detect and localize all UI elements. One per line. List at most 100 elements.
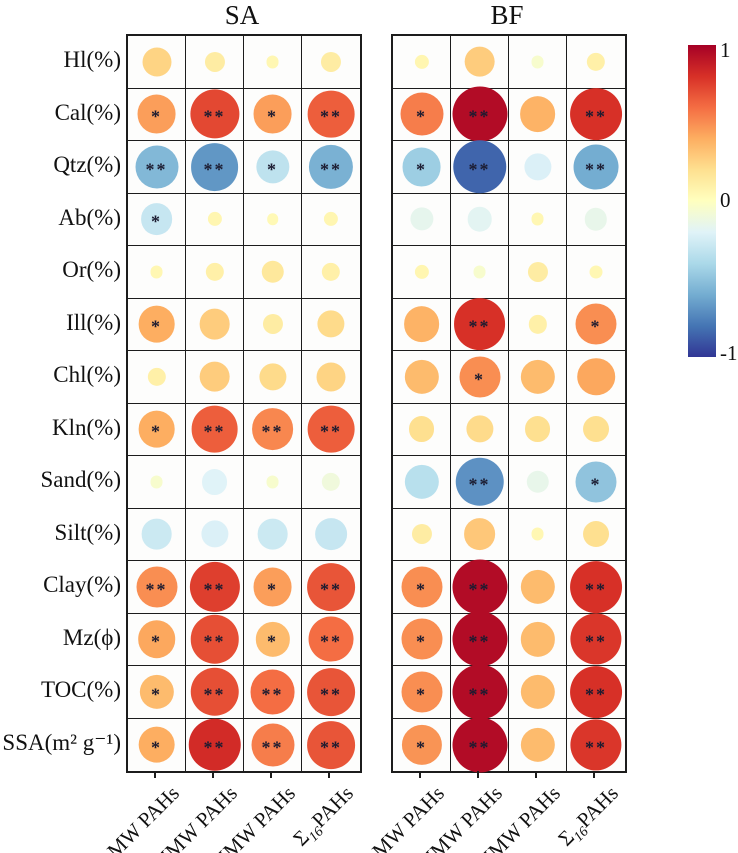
- corr-cell: [186, 298, 244, 351]
- corr-bubble: [308, 144, 354, 189]
- x-axis-tick: [593, 771, 595, 778]
- corr-cell: **: [451, 611, 509, 667]
- corr-bubble: [401, 724, 442, 765]
- significance-marker: **: [468, 474, 491, 495]
- corr-cell: [128, 36, 186, 89]
- corr-cell: **: [302, 404, 360, 456]
- corr-bubble: [570, 665, 622, 718]
- significance-marker: **: [468, 631, 491, 652]
- corr-bubble: [323, 212, 339, 227]
- corr-cell: **: [451, 664, 509, 720]
- corr-bubble: [452, 140, 507, 194]
- corr-bubble: [321, 262, 341, 281]
- corr-bubble: [261, 260, 284, 283]
- corr-cell: [509, 456, 567, 509]
- corr-cell: **: [302, 719, 360, 772]
- significance-marker: *: [151, 631, 162, 652]
- x-axis-tick: [328, 771, 330, 778]
- corr-bubble: [584, 208, 608, 231]
- significance-marker: **: [261, 737, 284, 758]
- corr-cell: *: [393, 88, 451, 141]
- corr-cell: [302, 36, 360, 89]
- corr-cell: [509, 193, 567, 246]
- corr-cell: **: [186, 141, 244, 194]
- corr-cell: *: [244, 141, 302, 194]
- corr-cell: [302, 299, 360, 351]
- corr-cell: **: [186, 561, 244, 614]
- corr-cell: **: [186, 403, 244, 456]
- x-axis-tick: [419, 771, 421, 778]
- corr-bubble: [257, 518, 288, 550]
- corr-cell: [186, 193, 244, 246]
- significance-marker: *: [590, 474, 602, 495]
- x-axis-tick: [477, 771, 479, 778]
- corr-cell: [451, 246, 509, 299]
- significance-marker: *: [416, 159, 427, 180]
- corr-bubble: [190, 142, 239, 191]
- corr-bubble: [142, 47, 171, 77]
- corr-bubble: [253, 567, 292, 607]
- corr-bubble: [139, 674, 174, 709]
- significance-marker: **: [468, 106, 491, 127]
- significance-marker: *: [267, 106, 278, 127]
- corr-cell: [393, 351, 451, 404]
- corr-bubble: [266, 475, 279, 489]
- corr-cell: [451, 36, 509, 89]
- corr-cell: [509, 298, 567, 351]
- corr-cell: **: [302, 666, 360, 719]
- row-label: Or(%): [62, 257, 121, 283]
- corr-cell: **: [451, 140, 509, 194]
- corr-bubble: [464, 46, 495, 78]
- corr-bubble: [189, 561, 240, 612]
- corr-bubble: [207, 212, 222, 227]
- corr-cell: *: [128, 718, 186, 771]
- corr-bubble: [137, 94, 176, 134]
- corr-cell: *: [451, 351, 509, 404]
- corr-bubble: [414, 54, 429, 69]
- corr-bubble: [573, 144, 619, 190]
- significance-marker: **: [203, 421, 226, 442]
- corr-bubble: [570, 88, 622, 141]
- corr-bubble: [262, 314, 283, 335]
- corr-cell: **: [451, 86, 509, 142]
- corr-bubble: [201, 468, 228, 495]
- significance-marker: **: [585, 106, 607, 127]
- corr-bubble: [308, 616, 354, 662]
- corr-bubble: [250, 669, 295, 715]
- corr-cell: *: [128, 613, 186, 666]
- corr-cell: **: [244, 718, 302, 771]
- row-label: TOC(%): [40, 677, 121, 703]
- x-axis-tick: [154, 771, 156, 778]
- corr-bubble: [589, 265, 603, 279]
- corr-cell: [509, 718, 567, 771]
- corr-bubble: [523, 153, 552, 181]
- significance-marker: *: [474, 369, 485, 390]
- significance-marker: **: [320, 684, 342, 705]
- corr-bubble: [402, 147, 441, 187]
- corr-cell: *: [128, 403, 186, 456]
- corr-cell: [567, 194, 625, 246]
- significance-marker: *: [151, 106, 162, 127]
- significance-marker: **: [585, 684, 607, 705]
- corr-bubble: [307, 405, 355, 453]
- significance-marker: **: [261, 684, 284, 705]
- corr-bubble: [465, 415, 494, 443]
- corr-cell: *: [128, 666, 186, 719]
- corr-bubble: [520, 674, 555, 709]
- corr-bubble: [140, 203, 173, 236]
- significance-marker: *: [267, 631, 278, 652]
- corr-cell: [509, 666, 567, 719]
- corr-cell: [509, 36, 567, 89]
- row-label: Qtz(%): [53, 152, 121, 178]
- row-label: Chl(%): [53, 362, 121, 388]
- corr-cell: [186, 36, 244, 89]
- corr-cell: [302, 246, 360, 299]
- significance-marker: **: [468, 737, 491, 758]
- corr-bubble: [317, 310, 345, 338]
- corr-bubble: [255, 150, 290, 184]
- significance-marker: **: [203, 737, 226, 758]
- corr-cell: *: [393, 141, 451, 194]
- row-label: Hl(%): [63, 47, 121, 73]
- significance-marker: **: [320, 106, 342, 127]
- corr-bubble: [467, 206, 492, 232]
